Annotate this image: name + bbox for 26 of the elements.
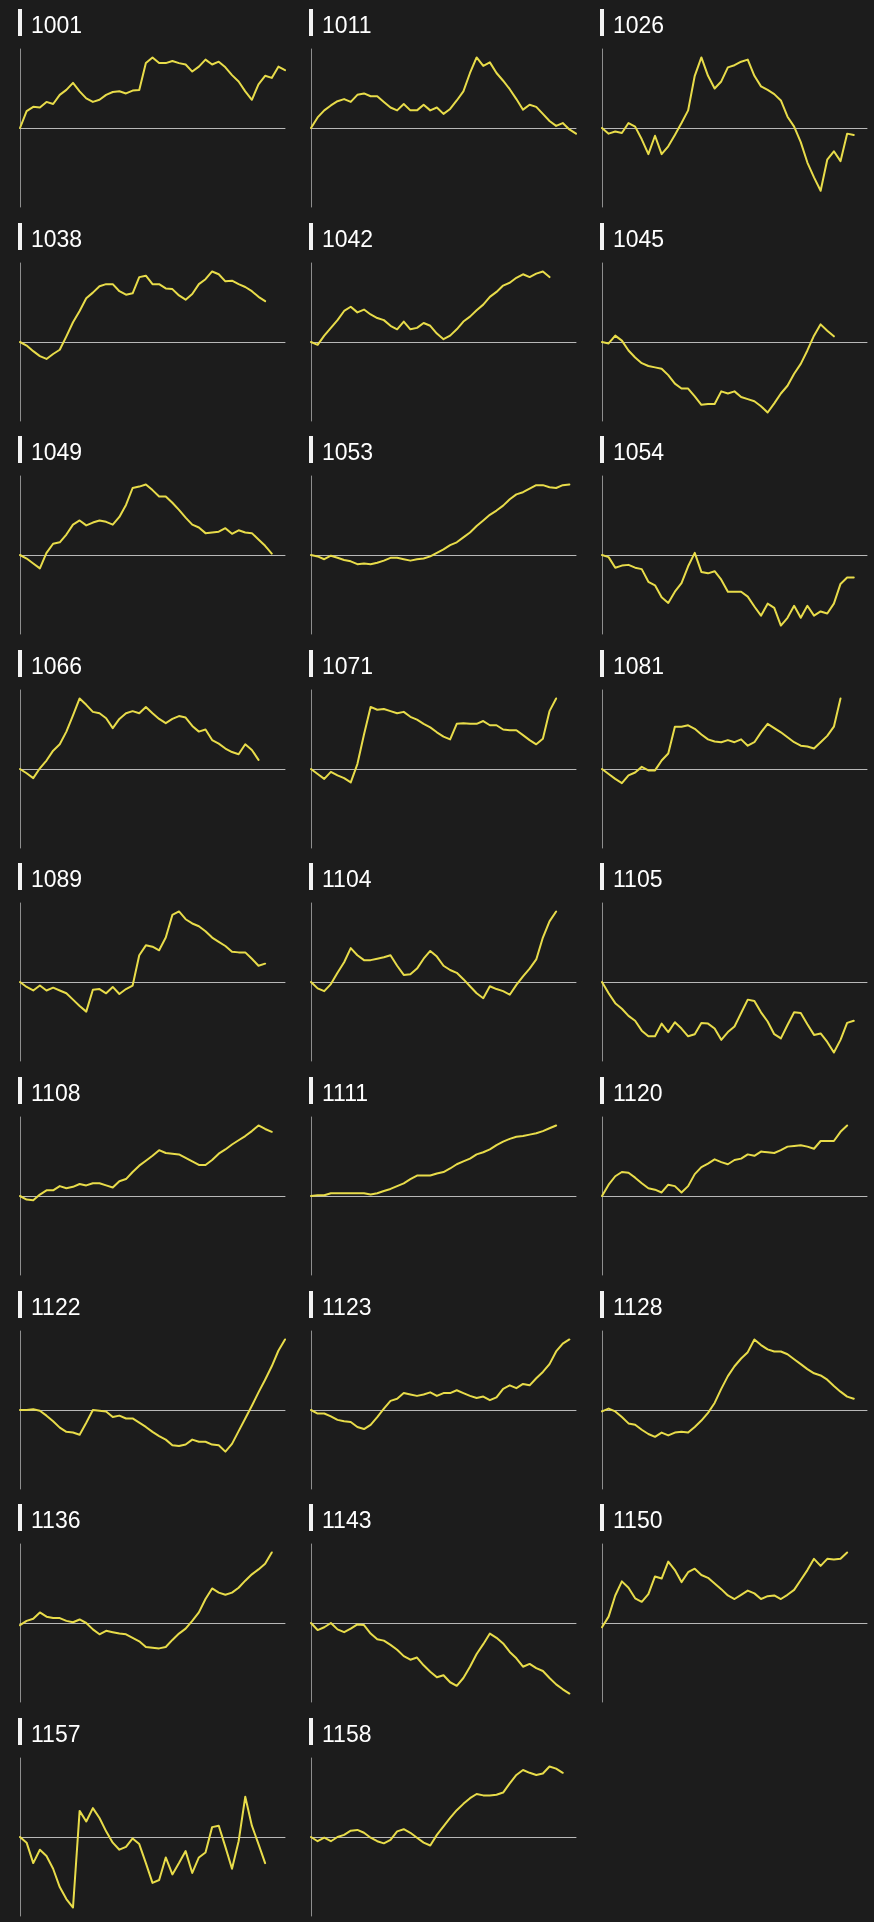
chart-title: 1123 xyxy=(322,1293,372,1320)
chart-title: 1128 xyxy=(613,1293,663,1320)
chart-title: 1104 xyxy=(322,866,372,893)
chart-title: 1120 xyxy=(613,1080,663,1106)
chart-title: 1089 xyxy=(31,866,83,893)
chart-title: 1066 xyxy=(31,652,83,679)
chart-title: 1045 xyxy=(613,225,665,252)
chart-title: 1049 xyxy=(31,439,83,466)
chart-title: 1105 xyxy=(613,866,663,893)
chart-title: 1053 xyxy=(322,439,374,466)
chart-title: 1042 xyxy=(322,225,374,252)
chart-title: 1158 xyxy=(322,1720,372,1747)
chart-title: 1026 xyxy=(613,12,665,38)
chart-title: 1054 xyxy=(613,439,665,466)
chart-title: 1001 xyxy=(31,12,83,38)
chart-title: 1122 xyxy=(31,1293,81,1320)
chart-title: 1157 xyxy=(31,1720,81,1747)
chart-title: 1038 xyxy=(31,225,83,252)
chart-title: 1136 xyxy=(31,1507,81,1534)
chart-title: 1150 xyxy=(613,1507,663,1534)
chart-title: 1081 xyxy=(613,652,665,679)
chart-title: 1108 xyxy=(31,1080,81,1106)
chart-title: 1143 xyxy=(322,1507,372,1534)
chart-title: 1011 xyxy=(322,12,372,38)
chart-title: 1071 xyxy=(322,652,374,679)
chart-title: 1111 xyxy=(322,1080,369,1106)
